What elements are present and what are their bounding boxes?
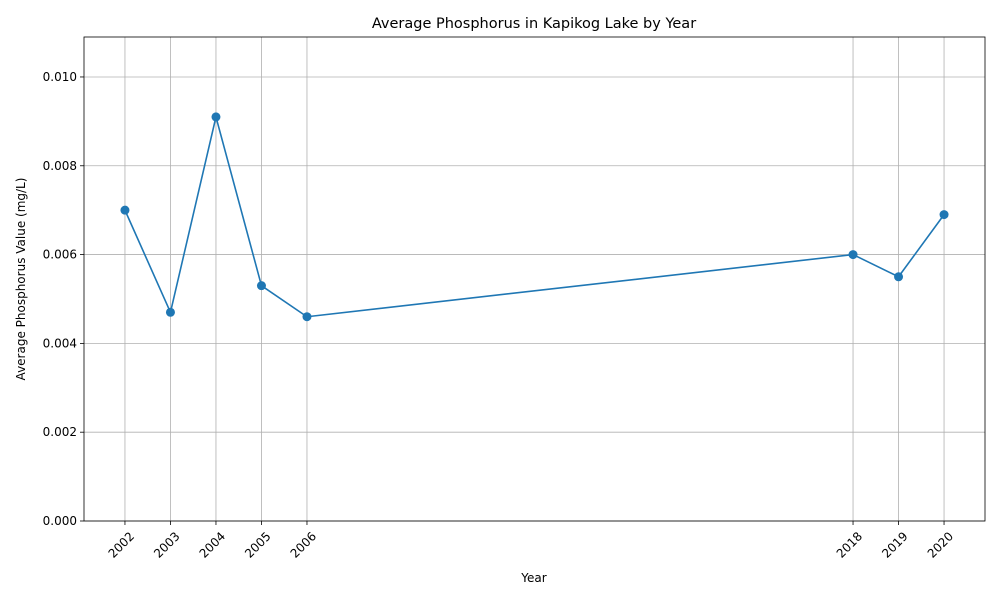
data-point	[120, 205, 130, 215]
data-point	[211, 112, 221, 122]
plot-frame	[83, 36, 986, 522]
series-layer	[120, 112, 949, 322]
y-tick-label: 0.010	[43, 70, 77, 84]
y-tick-label: 0.008	[43, 159, 77, 173]
y-tick-label: 0.004	[43, 336, 77, 350]
y-tick-label: 0.006	[43, 248, 77, 262]
grid	[84, 37, 985, 522]
data-point	[848, 250, 858, 260]
y-tick-label: 0.000	[43, 514, 77, 528]
axes	[80, 36, 986, 525]
y-axis-title: Average Phosphorus Value (mg/L)	[14, 178, 28, 381]
chart-title: Average Phosphorus in Kapikog Lake by Ye…	[372, 16, 696, 32]
data-point	[302, 312, 312, 322]
data-point	[256, 281, 266, 291]
series-line	[124, 116, 945, 318]
x-axis-title: Year	[520, 571, 546, 585]
y-tick-label: 0.002	[43, 425, 77, 439]
data-point	[165, 307, 175, 317]
data-point	[939, 210, 949, 220]
data-point	[894, 272, 904, 282]
